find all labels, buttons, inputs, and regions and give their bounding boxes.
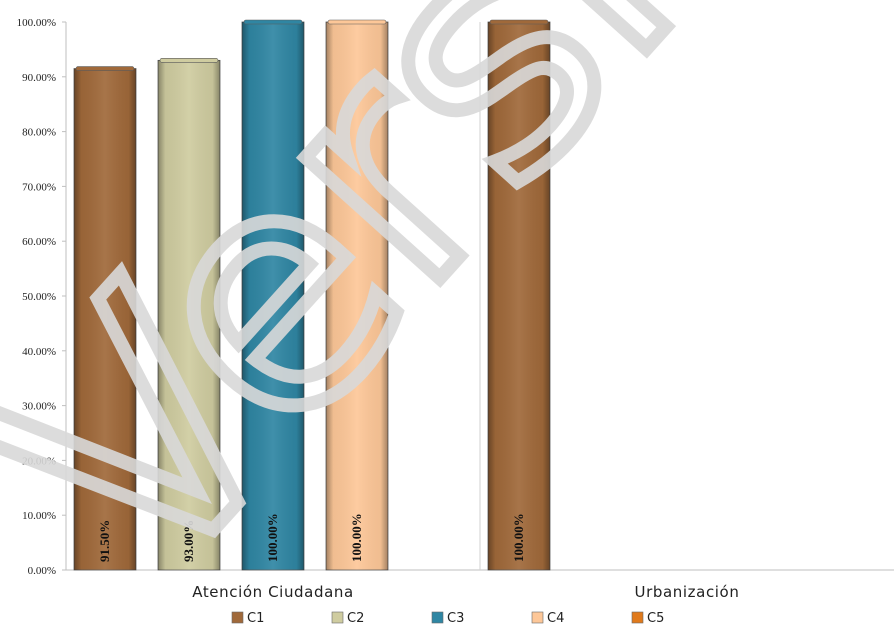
legend-swatch-c2	[331, 611, 344, 624]
x-category-label: Atención Ciudadana	[192, 583, 354, 601]
legend-swatch-c5	[631, 611, 644, 624]
legend: C1 C2 C3 C4 C5	[231, 611, 664, 625]
y-axis: 0.00% 10.00% 20.00% 30.00% 40.00% 50.00% 60.00…	[17, 17, 894, 577]
legend-label-c5: C5	[647, 611, 664, 625]
legend-swatch-c1	[231, 611, 244, 624]
data-label: 91.50%	[97, 520, 112, 562]
bar-shading	[158, 60, 220, 571]
y-tick-label: 40.00%	[22, 346, 56, 358]
data-label: 100.00%	[511, 513, 526, 562]
bar-shading	[74, 68, 136, 570]
bars	[73, 19, 551, 571]
bar-cap	[159, 58, 219, 63]
x-category-label: Urbanización	[635, 583, 740, 601]
bar-cap	[243, 19, 303, 25]
legend-label-c2: C2	[347, 611, 364, 625]
legend-swatch-c3	[431, 611, 444, 624]
data-label: 93.00%	[181, 520, 196, 562]
y-tick-label: 60.00%	[22, 236, 56, 248]
y-tick-label: 10.00%	[22, 510, 56, 522]
legend-label-c3: C3	[447, 611, 464, 625]
legend-label-c1: C1	[247, 611, 264, 625]
bar-shading	[242, 22, 304, 570]
bar-shading	[326, 22, 388, 570]
bar-cap	[327, 19, 387, 25]
y-tick-label: 80.00%	[22, 127, 56, 139]
data-label: 100.00%	[349, 513, 364, 562]
y-tick-label: 50.00%	[22, 291, 56, 303]
bar-cap	[75, 66, 135, 71]
legend-label-c4: C4	[547, 611, 564, 625]
y-tick-label: 90.00%	[22, 72, 56, 84]
data-labels: 91.50% 93.00% 100.00% 100.00% 100.00%	[97, 513, 526, 562]
y-tick-label: 100.00%	[17, 17, 56, 29]
bar-shading	[488, 22, 550, 570]
legend-swatch-c4	[531, 611, 544, 624]
y-tick-label: 0.00%	[28, 565, 56, 577]
data-label: 100.00%	[265, 513, 280, 562]
bar-cap	[489, 19, 549, 25]
y-tick-label: 70.00%	[22, 181, 56, 193]
y-tick-label: 20.00%	[22, 455, 56, 467]
x-axis-categories: Atención Ciudadana Urbanización	[192, 583, 739, 601]
y-tick-label: 30.00%	[22, 401, 56, 413]
